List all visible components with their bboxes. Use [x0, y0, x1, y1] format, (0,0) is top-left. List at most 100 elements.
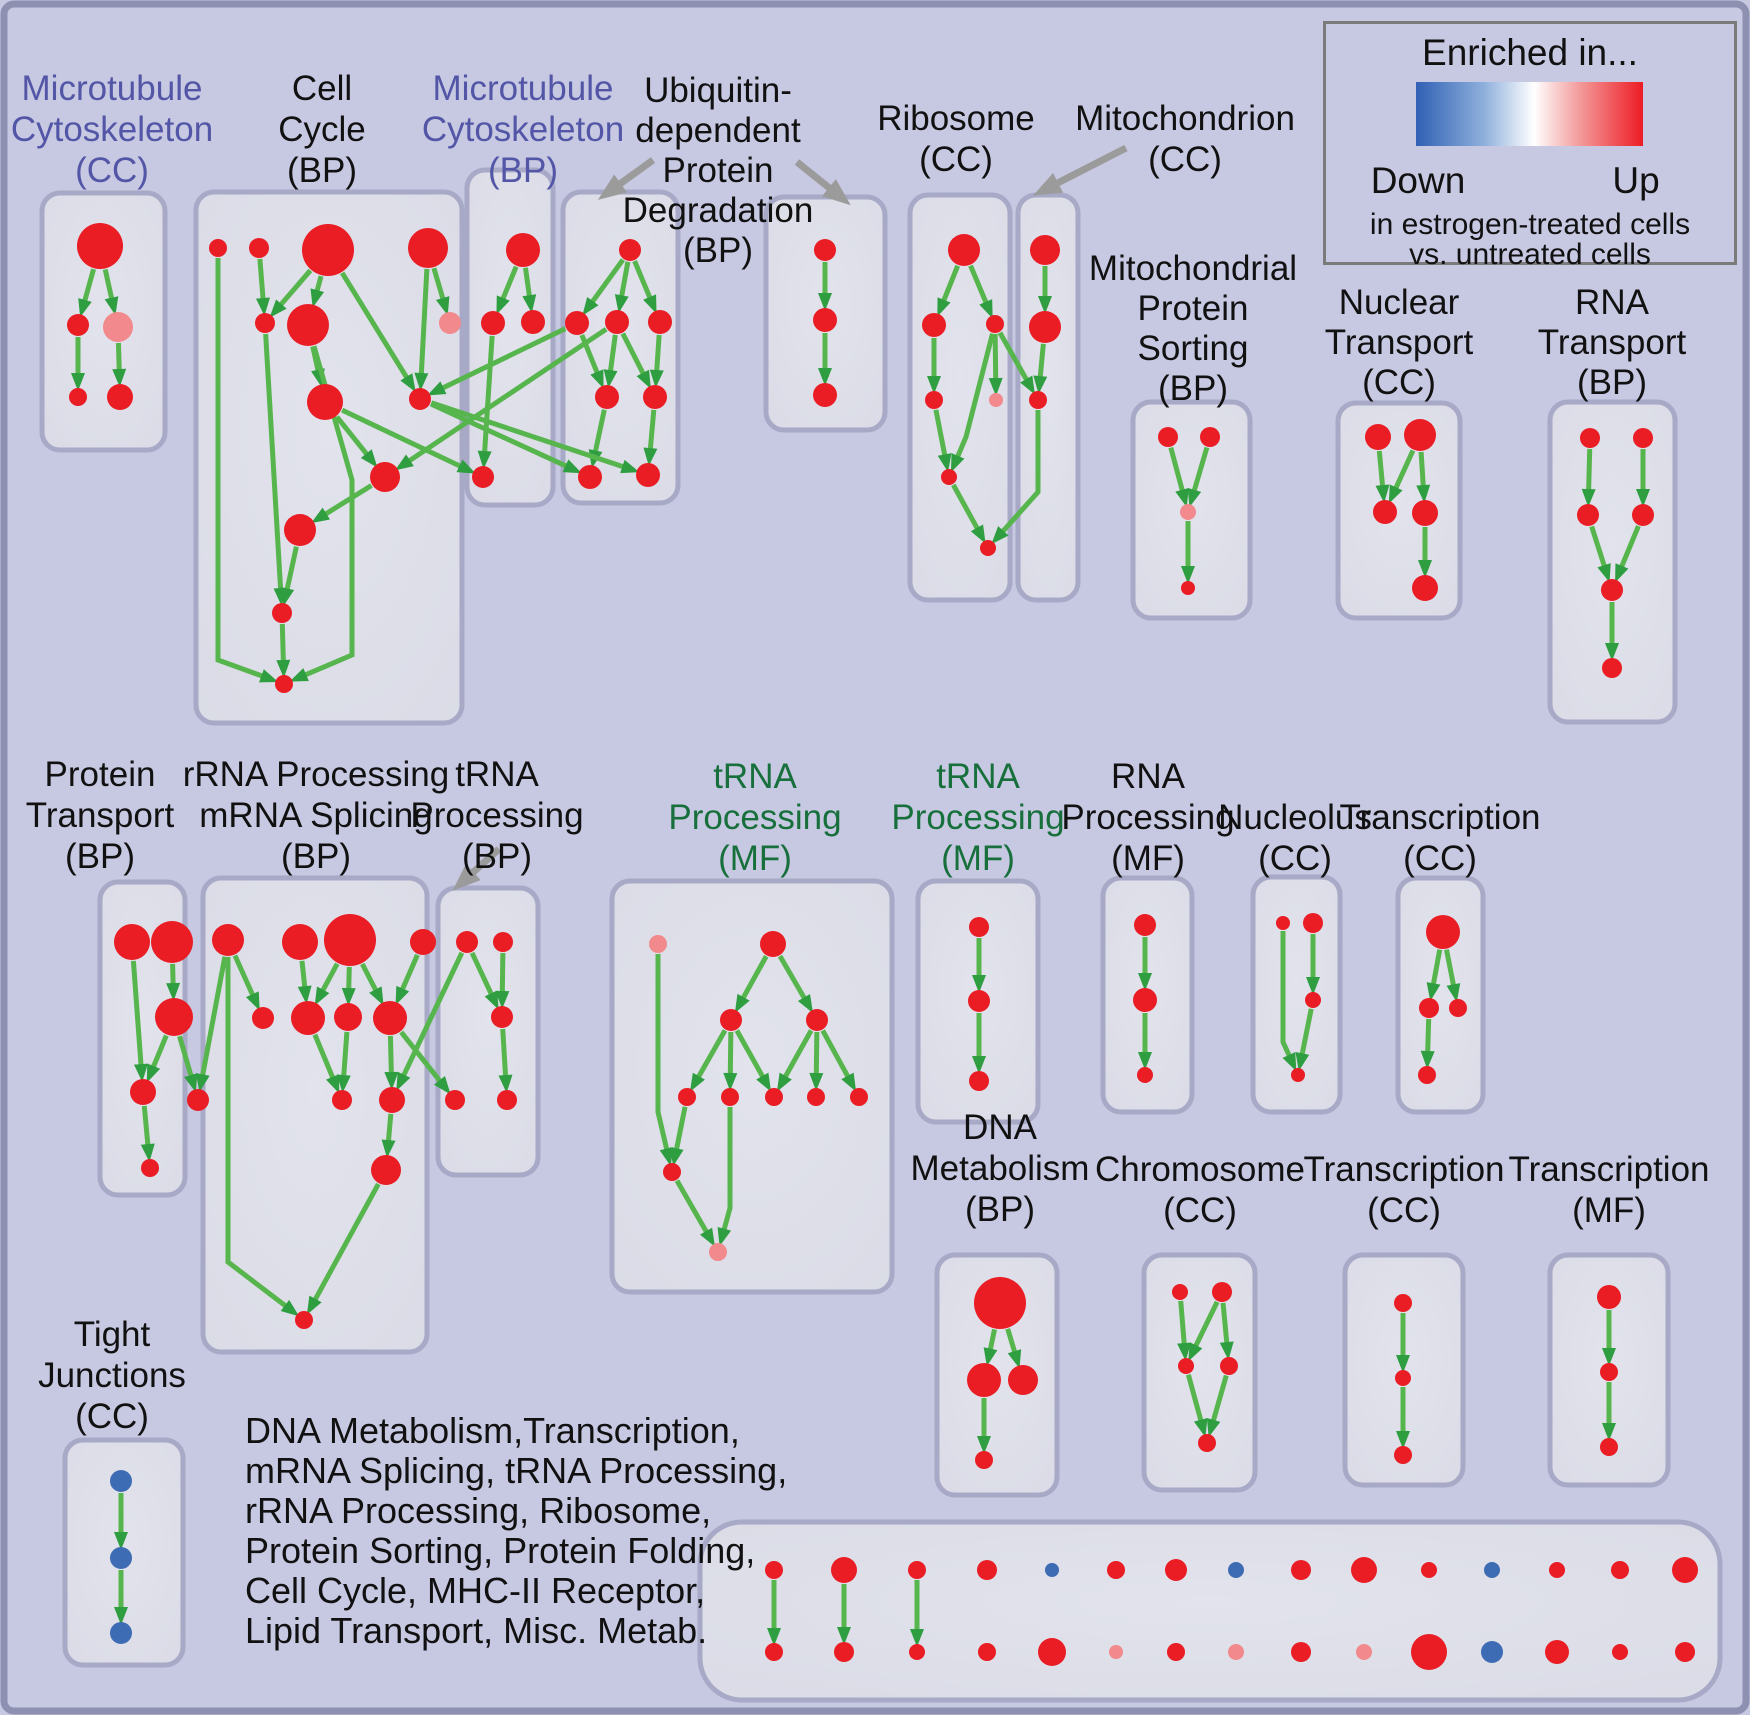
edge-nucleolus-2-3: [1295, 1008, 1314, 1072]
cluster-label-ribosome: Ribosome (CC): [877, 99, 1035, 179]
node-chromosome-3: [1220, 1357, 1238, 1375]
node-transcription_cc_a-0: [1426, 915, 1460, 949]
edge-ubiq_a-4-6: [588, 409, 607, 469]
node-chromosome-4: [1198, 1434, 1216, 1452]
node-tbp-2: [491, 1006, 513, 1028]
node-ribosome-0: [948, 234, 980, 266]
cluster-box-chromosome: [1141, 1252, 1258, 1493]
edge-rrna-9-10: [381, 1113, 396, 1159]
node-ribosome-5: [941, 469, 957, 485]
edge-cell_cycle-7-9: [334, 415, 378, 468]
node-rna_transport-3: [1632, 504, 1654, 526]
node-mps-0: [1158, 427, 1178, 447]
edge-trna_mf_a-4-9: [669, 1106, 688, 1167]
node-cell_cycle-4: [255, 313, 275, 333]
cluster-label-nucleolus: Nucleolus (CC): [1218, 798, 1372, 878]
node-ribosome-6: [980, 540, 996, 556]
node-misc-9-bottom: [1356, 1644, 1372, 1660]
cluster-label-transcription_cc_a: Transcription (CC): [1340, 798, 1541, 878]
cluster-label-tbp: tRNA Processing (BP): [410, 755, 583, 876]
node-protein_transport-0: [114, 924, 150, 960]
node-misc-14-bottom: [1675, 1642, 1695, 1662]
cluster-label-rna_transport: RNA Transport (BP): [1538, 283, 1687, 402]
edge-chromosome-3-4: [1206, 1374, 1229, 1438]
cross-edge-5: [997, 331, 1036, 395]
node-misc-14-top: [1672, 1557, 1698, 1583]
edge-protein_transport-3-4: [140, 1105, 155, 1163]
node-transcription_cc_a-2: [1449, 999, 1467, 1017]
node-cell_cycle-9: [370, 462, 400, 492]
node-transcription_cc_b-2: [1394, 1446, 1412, 1464]
node-dna_metabolism-3: [975, 1451, 993, 1469]
node-nuclear_transport-1: [1404, 419, 1436, 451]
node-nucleolus-1: [1303, 913, 1323, 933]
edge-protein_transport-1-2: [166, 963, 181, 1002]
node-rrna-3: [410, 929, 436, 955]
edge-transcription_cc_a-0-1: [1426, 949, 1443, 1002]
node-mps-3: [1181, 581, 1195, 595]
edge-mps-0-2: [1168, 446, 1189, 508]
edge-trna_mf_a-1-2: [734, 955, 769, 1013]
edge-rrna-0-4: [232, 954, 260, 1011]
node-ubiq_b-0: [814, 239, 836, 261]
edge-cell_cycle-2-5: [310, 275, 325, 308]
node-nucleolus-2: [1305, 992, 1321, 1008]
edge-mt_bp-0-2: [522, 267, 537, 314]
edge-ubiq_a-0-1: [582, 258, 625, 316]
node-cell_cycle-10: [284, 514, 316, 546]
node-rrna-12: [187, 1089, 209, 1111]
node-ubiq_b-2: [813, 383, 837, 407]
cluster-label-mps: Mitochondrial Protein Sorting (BP): [1089, 249, 1297, 408]
node-trna_mf_a-0: [649, 935, 667, 953]
pointer-arrow-tbp: [452, 846, 502, 891]
node-protein_transport-4: [141, 1159, 159, 1177]
node-trna_mf_b-2: [969, 1071, 989, 1091]
cluster-box-nucleolus: [1250, 874, 1343, 1115]
node-ubiq_b-1: [813, 308, 837, 332]
edge-rrna-0-11: [225, 957, 300, 1317]
edge-mt_cc-0-2: [102, 268, 119, 316]
node-cell_cycle-12: [275, 675, 293, 693]
cluster-label-dna_metabolism: DNA Metabolism (BP): [911, 1108, 1090, 1229]
node-misc-1-bottom: [834, 1642, 854, 1662]
cross-edge-7: [177, 1035, 198, 1093]
edge-rrna-6-8: [336, 1031, 351, 1094]
gray-arrows: [452, 144, 1128, 891]
node-rrna-7: [373, 1001, 407, 1035]
node-cell_cycle-2: [302, 224, 354, 276]
node-trna_mf_a-2: [720, 1009, 742, 1031]
node-rna_transport-4: [1601, 579, 1623, 601]
edge-chromosome-1-2: [1188, 1300, 1220, 1362]
node-ubiq_a-6: [578, 465, 602, 489]
edge-cell_cycle-3-6: [431, 267, 450, 316]
edge-rrna-2-7: [360, 962, 384, 1006]
node-trna_mf_b-1: [968, 990, 990, 1012]
edge-protein_transport-2-3: [146, 1034, 169, 1083]
node-protein_transport-3: [130, 1079, 156, 1105]
legend-gradient-bar: [1416, 82, 1643, 146]
node-mt_cc-2: [103, 312, 133, 342]
edge-trna_mf_a-1-3: [777, 954, 813, 1014]
edge-mps-1-2: [1187, 446, 1210, 508]
node-rna_transport-2: [1577, 504, 1599, 526]
node-misc-7-bottom: [1228, 1644, 1244, 1660]
edge-ribosome-3-5: [933, 409, 952, 473]
node-misc-3-bottom: [978, 1643, 996, 1661]
edge-ubiq_a-0-2: [614, 261, 631, 314]
edge-ribosome-0-1: [937, 264, 961, 317]
node-ribosome-4: [989, 393, 1003, 407]
edge-trna_mf_a-5-10: [717, 1107, 733, 1247]
node-rrna-9: [379, 1087, 405, 1113]
node-misc-3-top: [977, 1560, 997, 1580]
cluster-label-mt_bp: Microtubule Cytoskeleton (BP): [422, 69, 624, 190]
node-protein_transport-1: [151, 921, 193, 963]
legend-subtitle-2: vs. untreated cells: [1409, 238, 1651, 271]
node-cell_cycle-1: [249, 238, 269, 258]
node-mitochondrion-1: [1029, 311, 1061, 343]
labels: Microtubule Cytoskeleton (CC) Cell Cycle (BP)…: [11, 69, 1710, 1651]
edge-rrna-2-5: [314, 962, 340, 1006]
edge-trna_mf_a-2-5: [723, 1031, 738, 1092]
node-ribosome-3: [925, 391, 943, 409]
cluster-box-nuclear_transport: [1335, 400, 1463, 621]
edge-ribosome-5-6: [951, 483, 986, 544]
